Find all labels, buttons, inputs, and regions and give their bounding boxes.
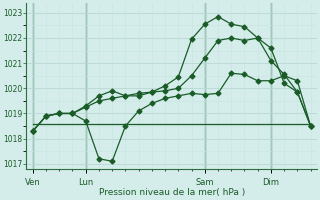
X-axis label: Pression niveau de la mer( hPa ): Pression niveau de la mer( hPa )	[99, 188, 245, 197]
